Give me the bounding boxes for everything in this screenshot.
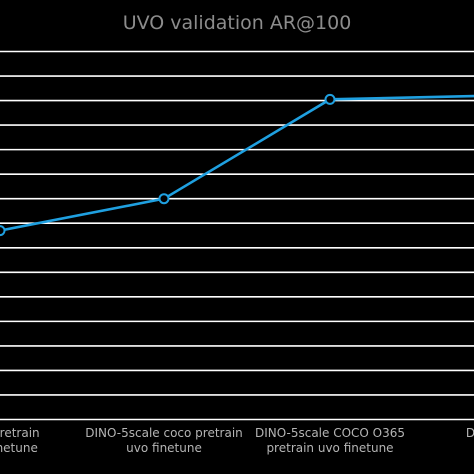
marker-layer [0, 93, 336, 237]
data-point-marker [324, 93, 336, 105]
series-layer [0, 94, 474, 232]
category-label-line: coco pretrain [0, 426, 40, 440]
gridlines [0, 50, 474, 421]
category-label-line: DINO-5scale COCO O365 [255, 426, 405, 440]
category-label-line: uvo finetune [0, 441, 38, 455]
chart-title: UVO validation AR@100 [123, 12, 352, 34]
category-label-line: DINO-5scale coco pretrain [85, 426, 243, 440]
series-line [0, 94, 474, 232]
category-label-line: pretrain uvo finetune [266, 441, 393, 455]
category-label-line: uvo finetune [126, 441, 202, 455]
category-label: DINO-5scpseu [466, 426, 474, 455]
data-point-marker [0, 225, 6, 237]
category-label-line: DINO-5sc [466, 426, 474, 440]
category-label: DINO-5scale coco pretrain uvo finetune [85, 426, 243, 455]
category-label: DINO-5scale COCO O365 pretrain uvo finetu… [255, 426, 405, 455]
data-point-marker [158, 193, 170, 205]
